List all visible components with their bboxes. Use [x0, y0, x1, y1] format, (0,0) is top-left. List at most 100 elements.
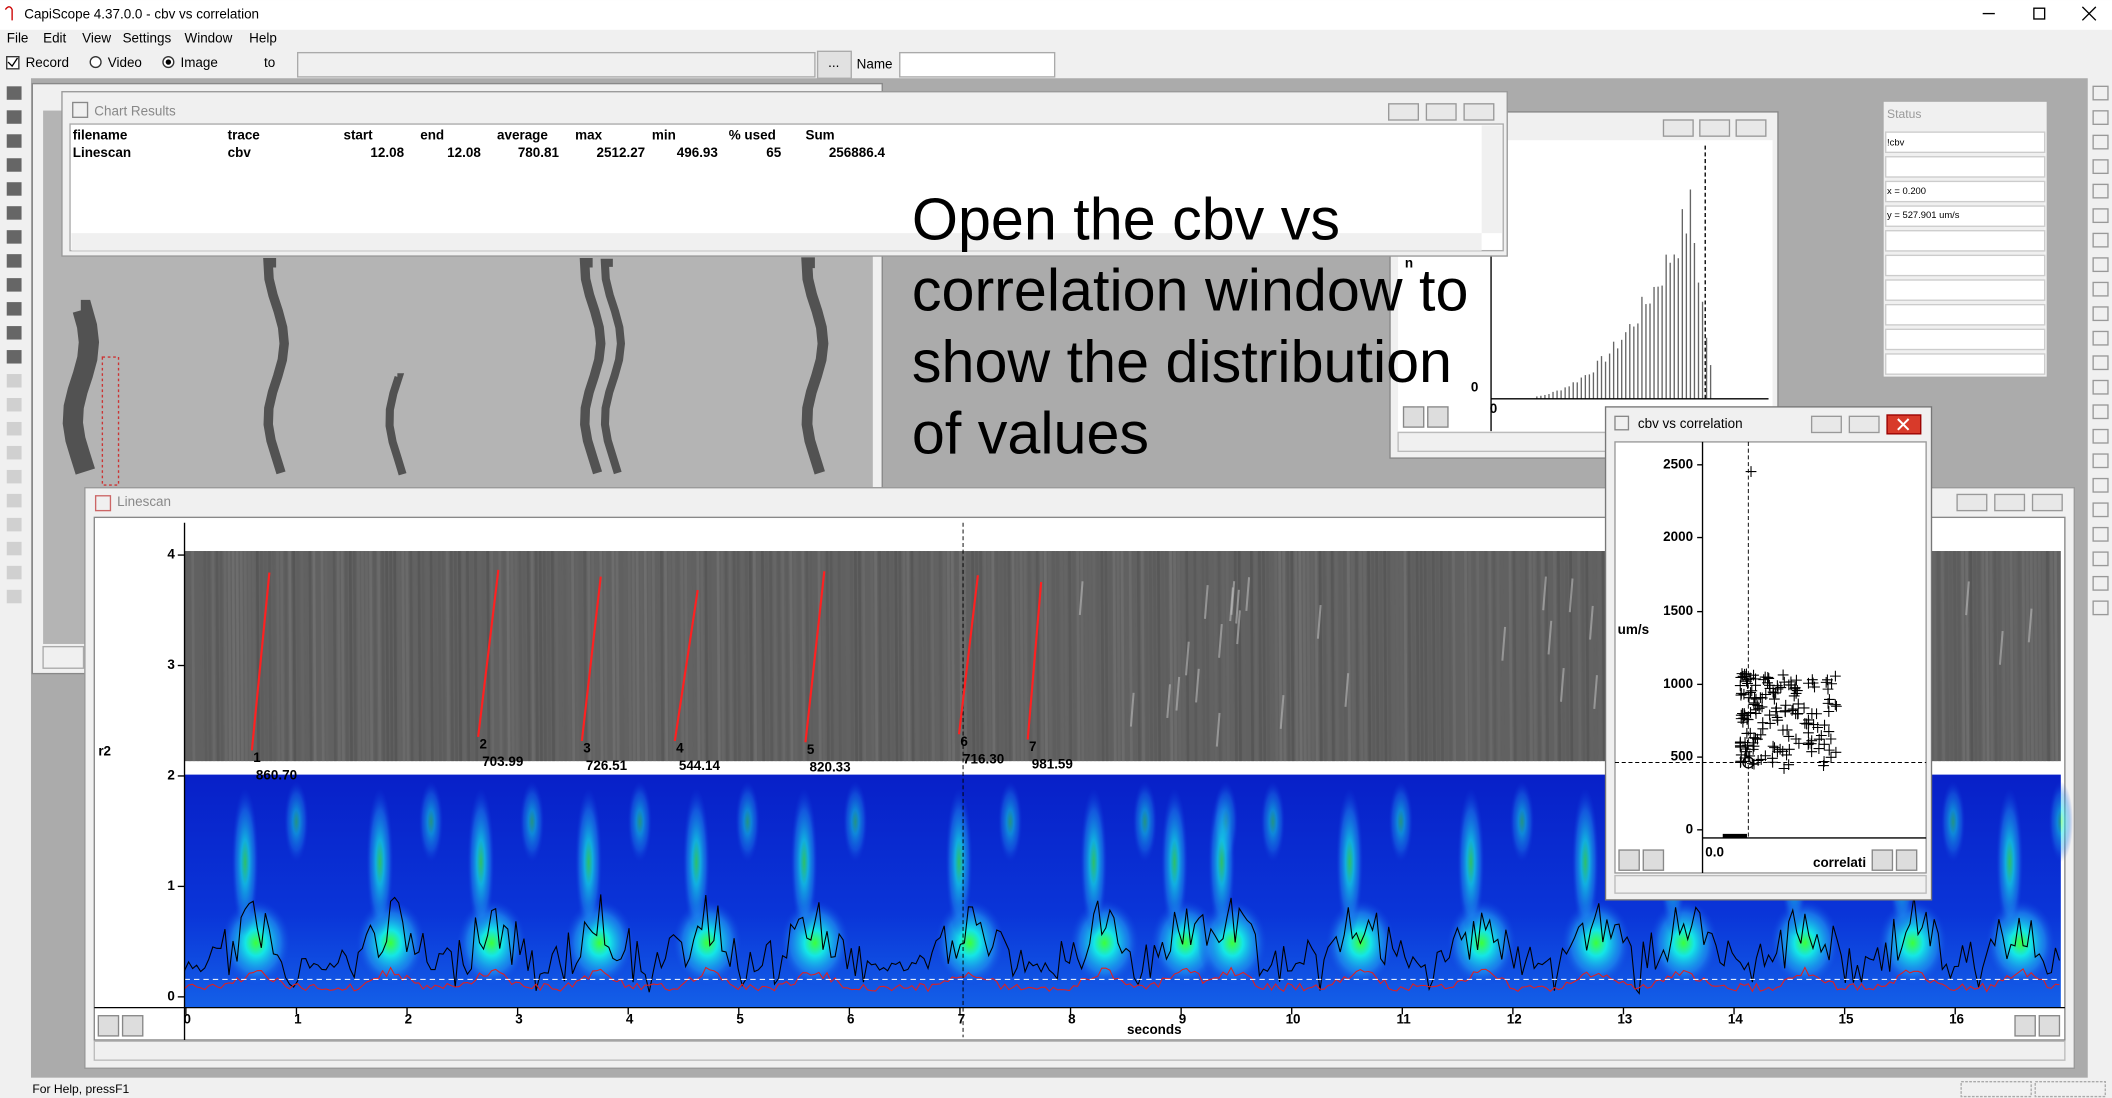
tool-icon[interactable]: [7, 422, 22, 435]
tool-icon[interactable]: [7, 446, 22, 459]
minimize-button[interactable]: [1957, 494, 1987, 510]
close-button[interactable]: [1736, 120, 1766, 136]
zoom-out[interactable]: [1872, 850, 1892, 870]
tool-icon[interactable]: [2093, 601, 2108, 614]
tool-icon[interactable]: [7, 470, 22, 483]
tool-icon[interactable]: [7, 302, 22, 315]
close-button[interactable]: [1464, 104, 1494, 120]
zoom-in[interactable]: [1404, 407, 1424, 427]
streak: [1227, 551, 1228, 761]
image-scrollbar[interactable]: [43, 647, 83, 669]
zoom-out[interactable]: [2015, 1016, 2035, 1036]
scrollbar[interactable]: [1615, 876, 1926, 894]
tool-icon[interactable]: [7, 518, 22, 531]
tool-icon[interactable]: [2093, 552, 2108, 565]
tool-icon[interactable]: [7, 494, 22, 507]
streak: [1474, 551, 1475, 761]
streak: [847, 551, 848, 761]
tool-icon[interactable]: [2093, 86, 2108, 99]
menu-item[interactable]: Settings: [123, 31, 172, 46]
close-button[interactable]: [2033, 494, 2063, 510]
tool-icon[interactable]: [7, 206, 22, 219]
tool-icon[interactable]: [7, 110, 22, 123]
streak: [471, 551, 472, 761]
maximize-button[interactable]: [1700, 120, 1730, 136]
v-scrollbar[interactable]: [1482, 125, 1502, 233]
streak: [383, 551, 384, 761]
menu-item[interactable]: File: [7, 31, 29, 46]
name-input[interactable]: [900, 53, 1055, 77]
tool-icon[interactable]: [2093, 503, 2108, 516]
minimize-button[interactable]: [1663, 120, 1693, 136]
x-tick-label: 2: [405, 1011, 412, 1026]
tool-icon[interactable]: [7, 182, 22, 195]
tool-icon[interactable]: [2093, 184, 2108, 197]
minimize-button[interactable]: [1389, 104, 1419, 120]
x-tick-label: 1: [294, 1011, 302, 1026]
zoom-in[interactable]: [1896, 850, 1916, 870]
streak: [1409, 551, 1410, 761]
tool-icon[interactable]: [2093, 454, 2108, 467]
tool-icon[interactable]: [2093, 209, 2108, 222]
tool-icon[interactable]: [2093, 331, 2108, 344]
streak: [1950, 551, 1951, 761]
tool-icon[interactable]: [2093, 405, 2108, 418]
tool-icon[interactable]: [7, 542, 22, 555]
y-tick-label: 2500: [1663, 456, 1693, 471]
tool-icon[interactable]: [7, 86, 22, 99]
left-toolbar: [7, 86, 22, 603]
menu-item[interactable]: Help: [249, 31, 277, 46]
menu-item[interactable]: Window: [185, 31, 233, 46]
tool-icon[interactable]: [2093, 380, 2108, 393]
tool-icon[interactable]: [2093, 528, 2108, 541]
video-label[interactable]: Video: [108, 55, 142, 70]
streak: [597, 551, 598, 761]
tool-icon[interactable]: [2093, 479, 2108, 492]
tool-icon[interactable]: [7, 590, 22, 603]
streak: [1102, 551, 1103, 761]
tool-icon[interactable]: [2093, 258, 2108, 271]
tool-icon[interactable]: [2093, 356, 2108, 369]
video-radio[interactable]: [90, 57, 101, 68]
tool-icon[interactable]: [7, 134, 22, 147]
zoom-out[interactable]: [123, 1016, 143, 1036]
minimize-button[interactable]: [1812, 416, 1842, 432]
record-label[interactable]: Record: [26, 55, 69, 70]
tool-icon[interactable]: [7, 230, 22, 243]
tool-icon[interactable]: [7, 254, 22, 267]
zoom-out[interactable]: [1643, 850, 1663, 870]
tool-icon[interactable]: [7, 374, 22, 387]
maximize-button[interactable]: [1426, 104, 1456, 120]
tool-icon[interactable]: [7, 398, 22, 411]
streak: [576, 551, 577, 761]
tool-icon[interactable]: [7, 326, 22, 339]
tool-icon[interactable]: [2093, 430, 2108, 443]
image-label[interactable]: Image: [180, 55, 217, 70]
streak: [811, 551, 812, 761]
zoom-in[interactable]: [2039, 1016, 2059, 1036]
maximize-button[interactable]: [1849, 416, 1879, 432]
streak: [1498, 551, 1499, 761]
tool-icon[interactable]: [7, 278, 22, 291]
scrollbar[interactable]: [94, 1041, 2065, 1060]
tool-icon[interactable]: [2093, 577, 2108, 590]
tool-icon[interactable]: [2093, 307, 2108, 320]
tool-icon[interactable]: [7, 566, 22, 579]
browse-label[interactable]: ...: [828, 55, 839, 70]
zoom-in[interactable]: [1619, 850, 1639, 870]
tool-icon[interactable]: [2093, 282, 2108, 295]
maximize-button[interactable]: [1995, 494, 2025, 510]
tool-icon[interactable]: [2093, 160, 2108, 173]
streak: [419, 551, 420, 761]
tool-icon[interactable]: [7, 350, 22, 363]
streak: [1490, 551, 1491, 761]
tool-icon[interactable]: [2093, 233, 2108, 246]
zoom-in[interactable]: [98, 1016, 118, 1036]
tool-icon[interactable]: [2093, 111, 2108, 124]
zoom-out[interactable]: [1428, 407, 1448, 427]
tool-icon[interactable]: [7, 158, 22, 171]
menu-item[interactable]: Edit: [43, 31, 66, 46]
path-input[interactable]: [298, 53, 815, 77]
menu-item[interactable]: View: [82, 31, 111, 46]
tool-icon[interactable]: [2093, 135, 2108, 148]
